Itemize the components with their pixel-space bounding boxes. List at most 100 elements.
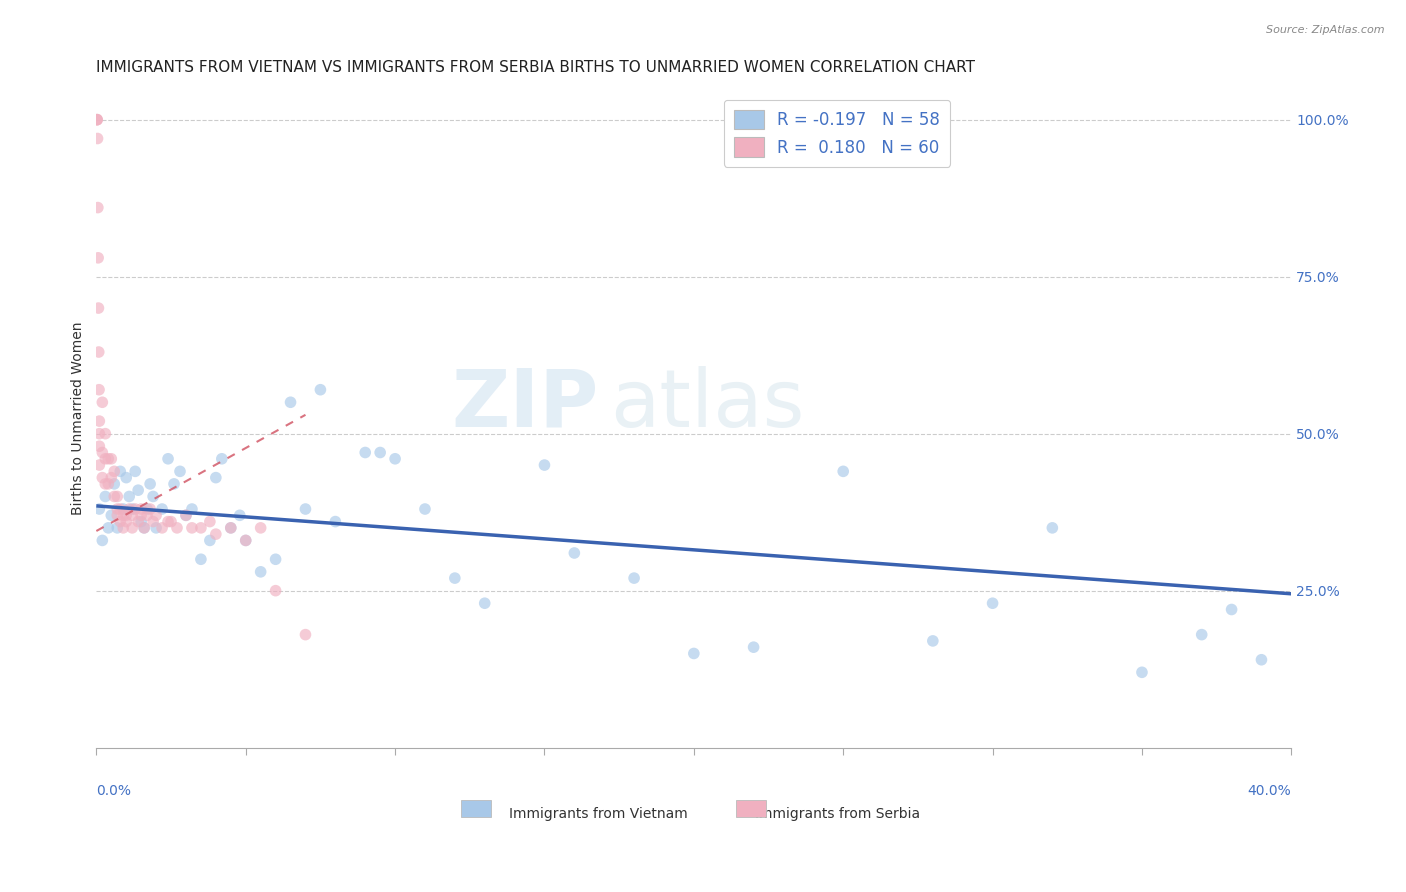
Point: [87, 301, 110, 315]
Point: [112, 521, 135, 535]
Point: [97, 476, 120, 491]
Point: [86, 112, 108, 127]
Point: [87, 201, 110, 215]
Point: [94, 490, 117, 504]
Point: [368, 445, 391, 459]
Point: [150, 521, 173, 535]
Point: [921, 634, 943, 648]
Point: [181, 521, 204, 535]
Point: [742, 640, 765, 655]
Point: [145, 508, 167, 523]
Point: [832, 464, 855, 478]
Point: [354, 445, 377, 459]
Point: [94, 451, 117, 466]
Point: [1040, 521, 1063, 535]
Point: [474, 596, 496, 610]
Point: [145, 521, 167, 535]
Point: [121, 502, 143, 516]
Point: [89, 414, 111, 428]
Point: [235, 533, 257, 548]
Point: [87, 345, 110, 359]
Point: [110, 502, 132, 516]
Point: [413, 502, 436, 516]
Point: [86, 131, 108, 145]
Point: [139, 502, 162, 516]
Text: Source: ZipAtlas.com: Source: ZipAtlas.com: [1267, 25, 1385, 35]
Point: [190, 552, 212, 566]
Point: [1191, 627, 1213, 641]
Point: [105, 502, 128, 516]
Point: [294, 627, 316, 641]
Point: [97, 451, 120, 466]
Point: [280, 395, 302, 409]
Point: [87, 383, 110, 397]
Point: [190, 521, 212, 535]
Point: [115, 515, 138, 529]
Point: [112, 508, 135, 523]
Point: [91, 470, 114, 484]
Point: [981, 596, 1004, 610]
Point: [127, 515, 149, 529]
Point: [235, 533, 257, 548]
Point: [136, 502, 159, 516]
Point: [86, 112, 108, 127]
Point: [219, 521, 242, 535]
Point: [91, 395, 114, 409]
Text: atlas: atlas: [610, 366, 804, 444]
Point: [205, 527, 228, 541]
Point: [129, 515, 152, 529]
Point: [105, 521, 128, 535]
Text: 0.0%: 0.0%: [97, 784, 131, 798]
Point: [1130, 665, 1153, 680]
Point: [100, 508, 122, 523]
Point: [105, 508, 128, 523]
Point: [160, 515, 183, 529]
Point: [129, 502, 152, 516]
Point: [124, 502, 146, 516]
Point: [142, 490, 165, 504]
Point: [97, 521, 120, 535]
Point: [121, 508, 143, 523]
Point: [384, 451, 406, 466]
Point: [87, 251, 110, 265]
Point: [89, 439, 111, 453]
Point: [174, 508, 197, 523]
Point: [134, 521, 156, 535]
Point: [103, 476, 125, 491]
Point: [623, 571, 645, 585]
Point: [134, 521, 156, 535]
Text: ZIP: ZIP: [451, 366, 598, 444]
Y-axis label: Births to Unmarried Women: Births to Unmarried Women: [72, 321, 86, 515]
Point: [181, 502, 204, 516]
Point: [89, 458, 111, 472]
Point: [211, 451, 233, 466]
Point: [94, 426, 117, 441]
Point: [309, 383, 332, 397]
Point: [533, 458, 555, 472]
Point: [110, 464, 132, 478]
Point: [115, 470, 138, 484]
Point: [1250, 653, 1272, 667]
Point: [110, 515, 132, 529]
Point: [229, 508, 252, 523]
Point: [118, 490, 141, 504]
Point: [86, 112, 108, 127]
Point: [136, 508, 159, 523]
Legend: R = -0.197   N = 58, R =  0.180   N = 60: R = -0.197 N = 58, R = 0.180 N = 60: [724, 100, 950, 167]
Point: [169, 464, 191, 478]
Point: [89, 502, 111, 516]
Point: [325, 515, 347, 529]
Point: [166, 521, 188, 535]
Point: [562, 546, 585, 560]
Point: [91, 445, 114, 459]
Point: [205, 470, 228, 484]
Point: [157, 451, 180, 466]
FancyBboxPatch shape: [461, 800, 491, 817]
Point: [100, 451, 122, 466]
Point: [112, 502, 135, 516]
Point: [249, 521, 271, 535]
Point: [118, 502, 141, 516]
Point: [150, 502, 173, 516]
Point: [198, 533, 221, 548]
Point: [163, 476, 186, 491]
